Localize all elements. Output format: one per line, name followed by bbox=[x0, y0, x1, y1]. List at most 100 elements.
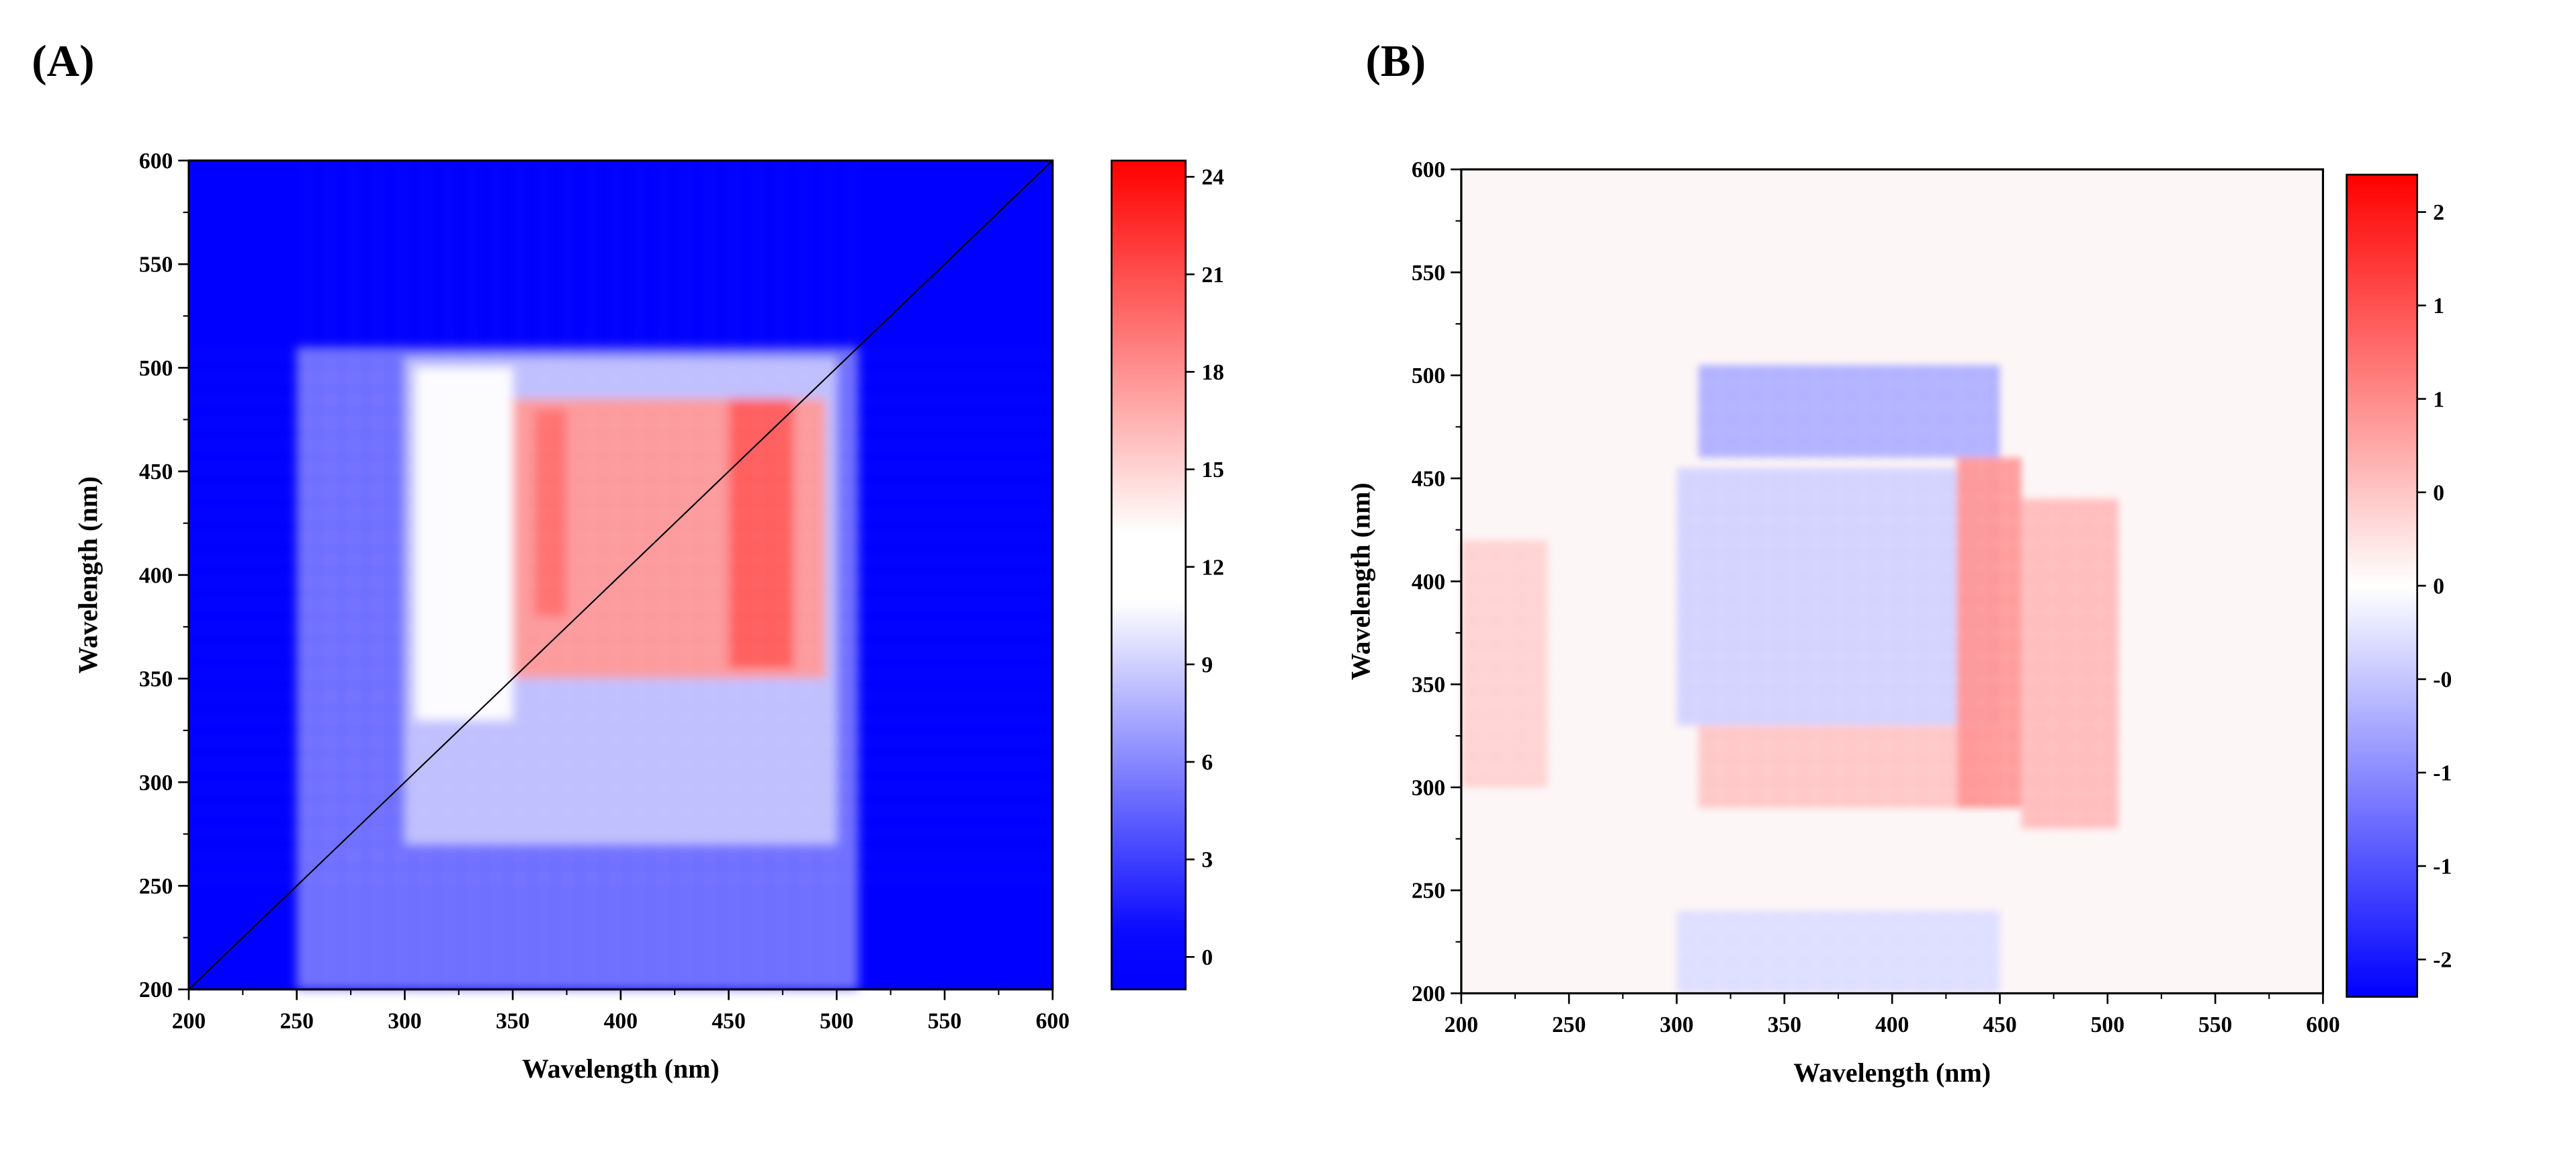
texture-stripe-h bbox=[1461, 836, 2323, 839]
y-tick-label: 600 bbox=[1412, 158, 1445, 183]
panel-a-x-axis-title: Wavelength (nm) bbox=[522, 1053, 720, 1084]
panel-a-colorbar: 0 3 6 9 12 15 18 21 24 bbox=[1111, 159, 1224, 990]
texture-stripe-v bbox=[1719, 169, 1722, 994]
panel-b-heatmap bbox=[1460, 168, 2325, 995]
colorbar-tick-label: 3 bbox=[1201, 848, 1213, 873]
panel-b-region-5 bbox=[1461, 540, 1548, 787]
texture-stripe-h bbox=[188, 649, 1053, 652]
y-tick-label: 500 bbox=[139, 356, 173, 381]
x-tick-label: 550 bbox=[2198, 1012, 2232, 1037]
colorbar-tick-label: -2 bbox=[2433, 948, 2452, 973]
y-tick-label: 250 bbox=[139, 874, 173, 899]
panel-b-region-4 bbox=[2021, 499, 2118, 829]
panel-b-letter: (B) bbox=[1366, 36, 1426, 86]
colorbar-tick-label: 1 bbox=[2433, 294, 2444, 318]
x-tick-label: 600 bbox=[2306, 1012, 2339, 1037]
y-tick-label: 350 bbox=[139, 667, 173, 692]
panel-a-axes: 200 250 300 350 400 450 500 550 600 200 250 300 350 4… bbox=[139, 149, 1070, 1034]
texture-stripe-h bbox=[1461, 746, 2323, 748]
texture-stripe-v bbox=[2098, 169, 2102, 994]
texture-stripe-h bbox=[1461, 814, 2323, 816]
texture-stripe-v bbox=[1814, 169, 1817, 994]
texture-stripe-h bbox=[188, 809, 1053, 812]
texture-stripe-v bbox=[1672, 169, 1675, 994]
texture-stripe-v bbox=[519, 160, 521, 990]
y-tick-label: 350 bbox=[1412, 673, 1445, 697]
texture-stripe-h bbox=[188, 718, 1053, 720]
texture-stripe-v bbox=[1482, 169, 1486, 994]
y-tick-label: 300 bbox=[139, 771, 173, 795]
texture-stripe-v bbox=[1648, 169, 1651, 994]
texture-stripe-v bbox=[1767, 169, 1770, 994]
texture-stripe-v bbox=[353, 160, 355, 990]
texture-stripe-h bbox=[1461, 655, 2323, 658]
x-tick-label: 450 bbox=[712, 1008, 745, 1033]
texture-stripe-h bbox=[188, 786, 1053, 789]
texture-stripe-v bbox=[1743, 169, 1746, 994]
y-tick-label: 200 bbox=[1412, 982, 1445, 1006]
panel-a-heatmap bbox=[187, 159, 1054, 991]
scaled-figure: (A) 200 250 300 350 400 450 500 550 600200250300… bbox=[32, 36, 2452, 1088]
texture-stripe-h bbox=[188, 695, 1053, 697]
colorbar-tick-label: 9 bbox=[1201, 652, 1213, 677]
panel-b-region-2 bbox=[1698, 725, 1989, 808]
texture-stripe-h bbox=[188, 740, 1053, 743]
x-tick-label: 400 bbox=[604, 1008, 638, 1033]
texture-stripe-h bbox=[1461, 610, 2323, 613]
y-tick-label: 400 bbox=[139, 563, 173, 588]
y-tick-label: 550 bbox=[1412, 261, 1445, 286]
panel-b-colorbar-ticks: 2 1 1 0 0 -0 -1 -1 -2 bbox=[2417, 200, 2452, 973]
texture-stripe-h bbox=[188, 581, 1053, 584]
colorbar-tick-label: 24 bbox=[1201, 165, 1224, 190]
x-tick-label: 300 bbox=[1660, 1012, 1693, 1037]
texture-stripe-h bbox=[1461, 587, 2323, 590]
texture-stripe-h bbox=[1461, 904, 2323, 907]
panel-a-colorbar-ticks: 0 3 6 9 12 15 18 21 24 bbox=[1185, 165, 1224, 970]
texture-stripe-v bbox=[590, 160, 593, 990]
colorbar-tick-label: 6 bbox=[1201, 750, 1213, 775]
texture-stripe-h bbox=[188, 763, 1053, 766]
texture-stripe-h bbox=[188, 398, 1053, 401]
texture-stripe-h bbox=[1461, 406, 2323, 408]
texture-stripe-h bbox=[188, 353, 1053, 355]
texture-stripe-h bbox=[1461, 972, 2323, 975]
texture-stripe-v bbox=[1601, 169, 1604, 994]
texture-stripe-v bbox=[2004, 169, 2007, 994]
y-tick-label: 600 bbox=[139, 149, 173, 174]
texture-stripe-h bbox=[1461, 451, 2323, 454]
x-tick-label: 500 bbox=[820, 1008, 853, 1033]
texture-stripe-v bbox=[1506, 169, 1509, 994]
texture-stripe-h bbox=[188, 421, 1053, 424]
texture-stripe-v bbox=[1862, 169, 1864, 994]
x-tick-label: 250 bbox=[1552, 1012, 1586, 1037]
texture-stripe-h bbox=[188, 877, 1053, 880]
texture-stripe-v bbox=[1530, 169, 1533, 994]
texture-stripe-h bbox=[1461, 564, 2323, 567]
texture-stripe-v bbox=[1625, 169, 1627, 994]
texture-stripe-h bbox=[188, 467, 1053, 470]
texture-stripe-v bbox=[1909, 169, 1912, 994]
texture-stripe-v bbox=[495, 160, 498, 990]
panel-b: (B) 200 250 300 350 400 450 500 550 600200250300… bbox=[1345, 36, 2452, 1088]
texture-stripe-v bbox=[828, 160, 830, 990]
colorbar-tick-label: 0 bbox=[1201, 945, 1213, 970]
x-tick-label: 450 bbox=[1983, 1012, 2016, 1037]
y-tick-label: 500 bbox=[1412, 363, 1445, 388]
texture-stripe-h bbox=[1461, 723, 2323, 726]
texture-stripe-h bbox=[188, 604, 1053, 607]
texture-stripe-h bbox=[1461, 497, 2323, 499]
x-tick-label: 350 bbox=[1768, 1012, 1801, 1037]
texture-stripe-v bbox=[685, 160, 688, 990]
x-tick-label: 200 bbox=[1445, 1012, 1478, 1037]
panel-b-region-0 bbox=[1698, 365, 2000, 458]
texture-stripe-v bbox=[732, 160, 736, 990]
texture-stripe-h bbox=[188, 558, 1053, 561]
texture-stripe-v bbox=[305, 160, 308, 990]
texture-stripe-h bbox=[188, 832, 1053, 834]
texture-stripe-v bbox=[1838, 169, 1841, 994]
texture-stripe-v bbox=[1553, 169, 1556, 994]
colorbar-tick-label: 2 bbox=[2433, 200, 2444, 225]
x-tick-label: 600 bbox=[1035, 1008, 1069, 1033]
panel-a-y-axis-title: Wavelength (nm) bbox=[73, 476, 103, 674]
